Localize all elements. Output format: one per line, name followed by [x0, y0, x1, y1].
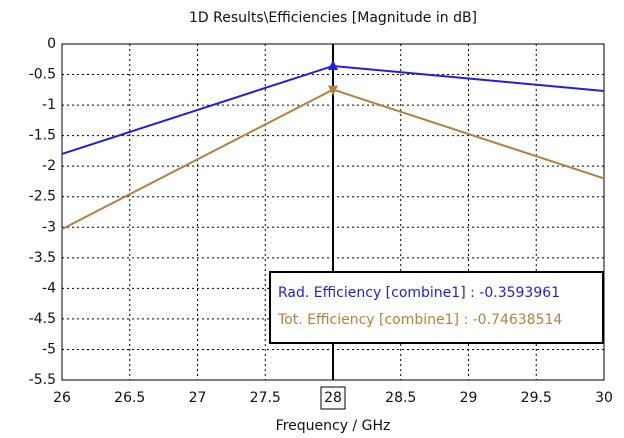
marker-point [328, 85, 338, 96]
x-tick-label: 26 [53, 390, 71, 406]
y-tick-label: -2.5 [29, 189, 56, 205]
x-tick-label: 28.5 [385, 390, 416, 406]
y-tick-label: -5.5 [29, 372, 56, 388]
x-tick-label: 29.5 [521, 390, 552, 406]
x-tick-label: 27 [189, 390, 207, 406]
y-tick-label: -0.5 [29, 67, 56, 83]
y-tick-label: -4 [42, 280, 56, 296]
x-tick-label: 30 [595, 390, 613, 406]
y-tick-label: 0 [47, 36, 56, 52]
y-tick-label: -3.5 [29, 250, 56, 266]
x-tick-label: 26.5 [114, 390, 145, 406]
x-axis-label: Frequency / GHz [276, 418, 391, 434]
x-tick-label: 29 [460, 390, 478, 406]
y-tick-label: -3 [42, 219, 56, 235]
marker-point [328, 59, 338, 70]
marker-tick-box [320, 386, 346, 410]
y-tick-label: -5 [42, 341, 56, 357]
legend-entry: Rad. Efficiency [combine1] : -0.3593961 [278, 285, 560, 301]
x-tick-label: 28 [324, 390, 342, 406]
y-tick-label: -1.5 [29, 128, 56, 144]
x-tick-label: 27.5 [250, 390, 281, 406]
y-tick-label: -4.5 [29, 311, 56, 327]
legend-box [269, 271, 604, 344]
y-tick-label: -2 [42, 158, 56, 174]
legend-entry: Tot. Efficiency [combine1] : -0.74638514 [277, 312, 562, 328]
y-tick-label: -1 [42, 97, 56, 113]
chart-title: 1D Results\Efficiencies [Magnitude in dB… [189, 10, 477, 26]
